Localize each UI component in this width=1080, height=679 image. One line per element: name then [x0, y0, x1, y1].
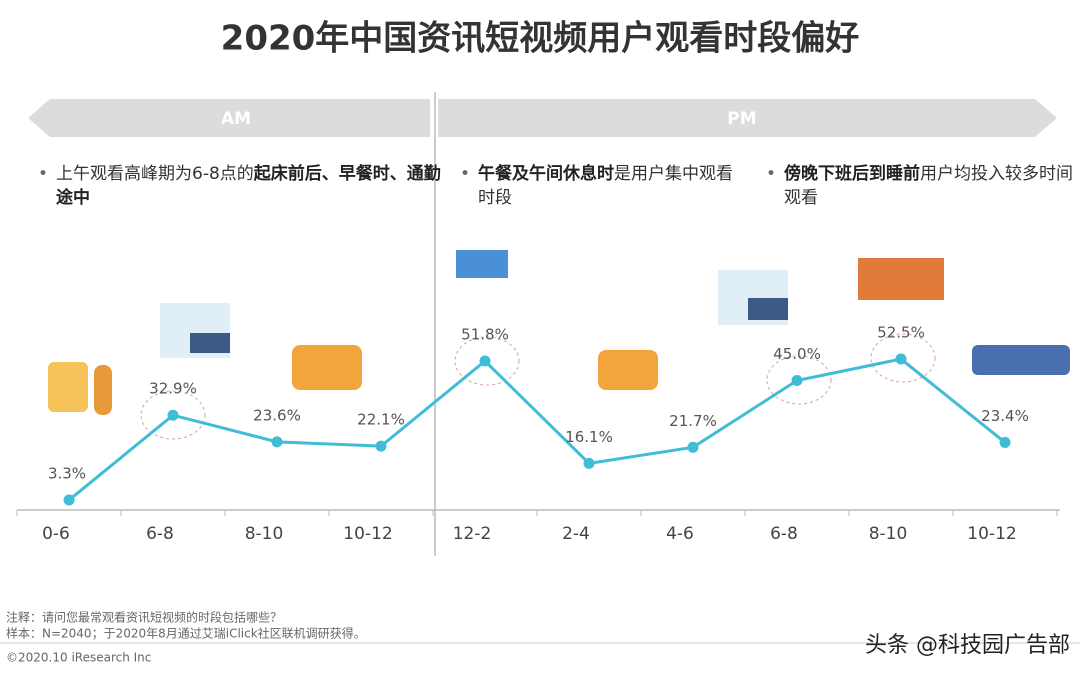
data-point	[583, 457, 595, 469]
data-point	[687, 441, 699, 453]
data-point	[63, 494, 75, 506]
copyright: ©2020.10 iResearch Inc	[6, 651, 151, 665]
x-tick-label: 6-8	[146, 524, 174, 544]
am-banner	[28, 99, 430, 137]
bullet: 午餐及午间休息时是用户集中观看时段	[456, 162, 748, 210]
chart-title: 2020年中国资讯短视频用户观看时段偏好	[221, 19, 860, 59]
data-label: 23.4%	[981, 407, 1029, 425]
bullet: 傍晚下班后到睡前用户均投入较多时间观看	[762, 162, 1080, 210]
banner-label: PM	[727, 109, 756, 129]
data-point	[479, 355, 491, 367]
x-tick-label: 10-12	[967, 524, 1016, 544]
data-label: 3.3%	[48, 465, 86, 483]
data-point	[375, 440, 387, 452]
data-point	[791, 375, 803, 387]
bullet-text: 用户均投入较多时间观看	[784, 164, 1073, 208]
data-point	[271, 436, 283, 448]
icon	[292, 345, 362, 390]
x-tick-label: 2-4	[562, 524, 590, 544]
x-tick-label: 0-6	[42, 524, 70, 544]
icon	[858, 258, 944, 300]
highlight-circle	[140, 390, 206, 440]
footer-note: 注释：请问您最常观看资讯短视频的时段包括哪些？	[6, 610, 282, 625]
x-tick-label: 6-8	[770, 524, 798, 544]
icon	[190, 333, 230, 353]
icon	[48, 362, 88, 412]
data-label: 23.6%	[253, 406, 301, 424]
data-point	[895, 353, 907, 365]
series-line	[68, 357, 1006, 502]
x-tick-label: 4-6	[666, 524, 694, 544]
bullet-text: 是用户集中观看时段	[478, 164, 733, 208]
data-label: 22.1%	[357, 411, 405, 429]
data-label: 21.7%	[669, 412, 717, 430]
highlight-circle	[870, 333, 936, 383]
data-label: 16.1%	[565, 428, 613, 446]
banner-label: AM	[221, 109, 251, 129]
highlight-circle	[454, 336, 520, 386]
data-point	[999, 436, 1011, 448]
bullet-text: 午餐及午间休息时	[478, 164, 614, 184]
bullet-text: 傍晚下班后到睡前	[784, 164, 920, 184]
icon	[94, 365, 112, 415]
highlight-circle	[766, 355, 832, 405]
x-tick-label: 8-10	[245, 524, 284, 544]
icon	[972, 345, 1070, 375]
footer-sample: 样本：N=2040；于2020年8月通过艾瑞iClick社区联机调研获得。	[6, 626, 366, 641]
icon	[748, 298, 788, 320]
icon	[456, 250, 508, 278]
data-point	[167, 409, 179, 421]
bullet-text: 上午观看高峰期为6-8点的	[56, 164, 254, 184]
bullet: 上午观看高峰期为6-8点的起床前后、早餐时、通勤途中	[34, 162, 446, 210]
x-tick-label: 10-12	[343, 524, 392, 544]
x-tick-label: 12-2	[453, 524, 492, 544]
data-label: 52.5%	[877, 324, 925, 342]
data-label: 51.8%	[461, 326, 509, 344]
highlights	[140, 333, 936, 440]
data-label: 45.0%	[773, 345, 821, 363]
data-label: 32.9%	[149, 380, 197, 398]
icons	[48, 250, 1070, 415]
x-tick-label: 8-10	[869, 524, 908, 544]
pm-banner	[438, 99, 1057, 137]
bullet-text: 起床前后、早餐时、通勤途中	[56, 164, 441, 208]
watermark: 头条 @科技园广告部	[865, 633, 1070, 658]
icon	[598, 350, 658, 390]
